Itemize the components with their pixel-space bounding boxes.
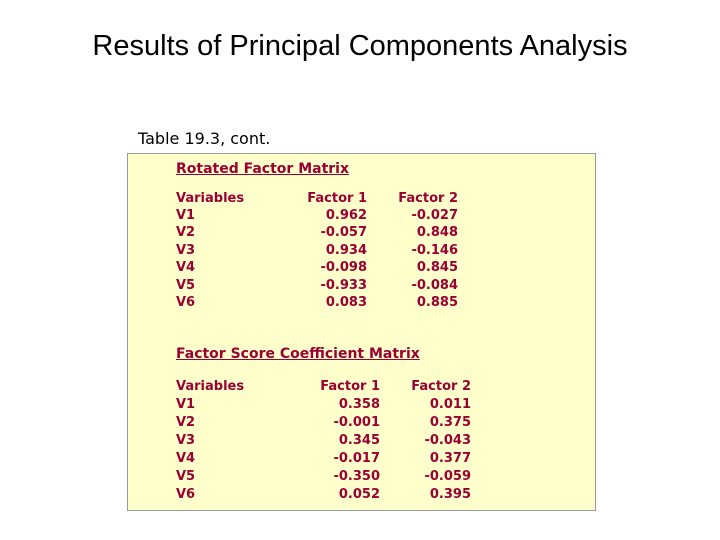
cell-value: -0.001 — [333, 415, 380, 430]
cell-value: 0.885 — [416, 295, 458, 310]
row-label: V5 — [176, 469, 196, 484]
row-label: V3 — [176, 242, 196, 258]
cell-value: 0.358 — [338, 397, 380, 412]
cell-value: -0.933 — [320, 277, 367, 293]
row-label: V2 — [176, 415, 196, 430]
cell-value: -0.084 — [411, 277, 458, 293]
cell-value: -0.017 — [333, 451, 380, 466]
column-header: Variables — [176, 191, 245, 206]
cell-value: -0.043 — [424, 433, 471, 448]
row-label: V1 — [176, 397, 196, 412]
table-title: Factor Score Coefficient Matrix — [176, 346, 420, 362]
cell-value: 0.083 — [325, 295, 367, 310]
cell-value: 0.845 — [416, 260, 458, 276]
cell-value: 0.011 — [429, 397, 471, 412]
row-label: V6 — [176, 295, 196, 310]
column-header: Factor 2 — [411, 379, 471, 394]
cell-value: 0.345 — [338, 433, 380, 448]
column-header: Factor 1 — [320, 379, 380, 394]
row-label: V1 — [176, 208, 196, 223]
row-label: V4 — [176, 451, 196, 466]
table-caption: Table 19.3, cont. — [138, 129, 271, 148]
table-title: Rotated Factor Matrix — [176, 161, 350, 177]
column-header: Factor 2 — [398, 191, 458, 206]
slide-title: Results of Principal Components Analysis — [92, 30, 628, 62]
cell-value: 0.934 — [325, 242, 367, 258]
row-label: V3 — [176, 433, 196, 448]
cell-value: 0.377 — [429, 451, 471, 466]
row-label: V5 — [176, 277, 196, 293]
cell-value: -0.146 — [411, 242, 458, 258]
cell-value: 0.962 — [325, 208, 367, 223]
cell-value: -0.350 — [333, 469, 380, 484]
cell-value: -0.027 — [411, 208, 458, 223]
cell-value: 0.848 — [416, 225, 458, 241]
cell-value: 0.395 — [429, 487, 471, 502]
row-label: V2 — [176, 225, 196, 241]
column-header: Variables — [176, 379, 245, 394]
cell-value: -0.057 — [320, 225, 367, 241]
cell-value: 0.052 — [338, 487, 380, 502]
cell-value: 0.375 — [429, 415, 471, 430]
table-panel — [127, 153, 596, 511]
row-label: V6 — [176, 487, 196, 502]
cell-value: -0.059 — [424, 469, 471, 484]
column-header: Factor 1 — [307, 191, 367, 206]
cell-value: -0.098 — [320, 260, 367, 276]
row-label: V4 — [176, 260, 196, 276]
